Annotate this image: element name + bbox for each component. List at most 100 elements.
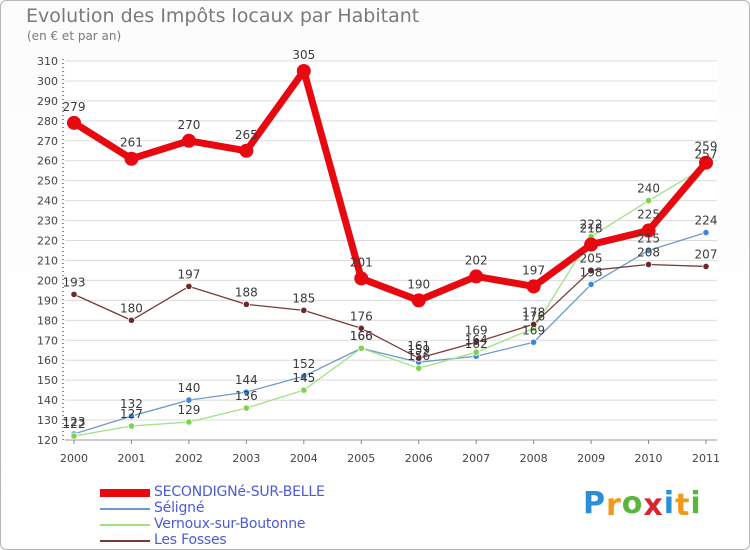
data-point	[300, 386, 308, 394]
x-tick-label: 2002	[175, 452, 203, 465]
data-label: 202	[465, 253, 488, 267]
data-point	[242, 300, 250, 308]
data-point	[185, 282, 193, 291]
data-label: 180	[120, 301, 143, 315]
data-point	[300, 372, 308, 380]
logo-letter: o	[621, 486, 644, 521]
data-label: 169	[522, 323, 545, 337]
data-point	[702, 262, 710, 271]
legend-swatch	[100, 508, 150, 510]
y-tick-label: 220	[37, 235, 58, 248]
logo-letter: P	[583, 486, 606, 521]
data-point	[530, 338, 538, 346]
data-label: 123	[63, 415, 86, 429]
data-label: 197	[177, 267, 200, 281]
data-point	[354, 271, 369, 286]
data-label: 205	[580, 251, 603, 265]
legend-swatch	[100, 489, 150, 497]
data-point	[530, 320, 538, 328]
data-point	[469, 269, 484, 284]
data-label: 197	[522, 263, 545, 277]
data-point	[411, 293, 426, 308]
y-tick-label: 120	[37, 434, 58, 447]
legend-label: Les Fosses	[154, 532, 227, 548]
y-tick-label: 270	[37, 135, 58, 148]
y-tick-label: 230	[37, 215, 58, 228]
y-tick-label: 260	[37, 155, 58, 168]
x-tick-label: 2003	[232, 452, 260, 465]
data-label: 144	[235, 373, 258, 387]
data-point	[296, 63, 311, 78]
data-label: 145	[292, 371, 315, 385]
data-point	[242, 388, 250, 396]
data-label: 198	[580, 265, 603, 279]
data-label: 225	[637, 208, 660, 222]
x-tick-label: 2004	[290, 452, 318, 465]
data-label: 190	[407, 277, 430, 291]
data-label: 166	[350, 329, 373, 343]
data-label: 122	[63, 417, 86, 431]
data-point	[702, 228, 710, 237]
data-point	[587, 280, 595, 289]
data-point	[181, 133, 196, 148]
logo-letter: i	[690, 486, 702, 521]
legend-label: Vernoux-sur-Boutonne	[154, 516, 306, 532]
data-point	[415, 364, 423, 372]
data-point	[526, 279, 541, 294]
x-tick-label: 2007	[462, 452, 490, 465]
data-point	[644, 197, 653, 205]
data-label: 169	[465, 323, 488, 337]
x-tick-label: 2009	[577, 452, 605, 465]
data-label: 140	[177, 381, 200, 395]
data-point	[127, 422, 136, 430]
data-point	[699, 155, 713, 170]
logo-letter: x	[643, 488, 664, 523]
series-line	[73, 231, 707, 435]
data-point	[584, 237, 599, 252]
data-point	[587, 266, 595, 275]
data-label: 136	[235, 389, 258, 403]
data-label: 156	[407, 349, 430, 363]
data-label: 132	[120, 397, 143, 411]
data-label: 265	[235, 128, 258, 142]
y-tick-label: 250	[37, 175, 58, 188]
data-point	[472, 338, 480, 346]
data-label: 161	[407, 339, 430, 353]
data-point	[357, 344, 365, 352]
data-label: 279	[63, 100, 86, 114]
y-tick-label: 160	[37, 354, 58, 367]
data-point	[357, 324, 365, 332]
data-label: 127	[120, 407, 143, 421]
y-tick-label: 170	[37, 334, 58, 347]
data-label: 208	[637, 245, 660, 259]
data-label: 257	[695, 148, 718, 162]
data-label: 188	[235, 285, 258, 299]
x-tick-label: 2000	[60, 452, 88, 465]
data-label: 176	[350, 309, 373, 323]
data-point	[67, 115, 81, 130]
data-label: 166	[350, 329, 373, 343]
data-label: 201	[350, 255, 373, 269]
x-tick-label: 2011	[692, 452, 720, 465]
chart-subtitle: (en € et par an)	[27, 29, 122, 43]
data-point	[124, 151, 139, 166]
chart-title: Evolution des Impôts locaux par Habitant	[26, 5, 420, 27]
plot-area	[65, 61, 717, 440]
data-label: 207	[695, 247, 718, 261]
data-label: 152	[292, 357, 315, 371]
data-label: 193	[63, 275, 86, 289]
data-point	[127, 316, 136, 324]
data-label: 215	[637, 232, 660, 246]
data-point	[185, 396, 193, 404]
data-label: 129	[177, 403, 200, 417]
data-label: 224	[695, 214, 718, 228]
data-point	[644, 246, 653, 255]
series-line	[70, 67, 710, 304]
data-label: 178	[522, 305, 545, 319]
y-tick-label: 130	[37, 414, 58, 427]
data-point	[70, 290, 78, 298]
logo-letter: i	[663, 486, 676, 521]
x-tick-label: 2008	[520, 452, 548, 465]
y-tick-label: 210	[37, 254, 58, 267]
